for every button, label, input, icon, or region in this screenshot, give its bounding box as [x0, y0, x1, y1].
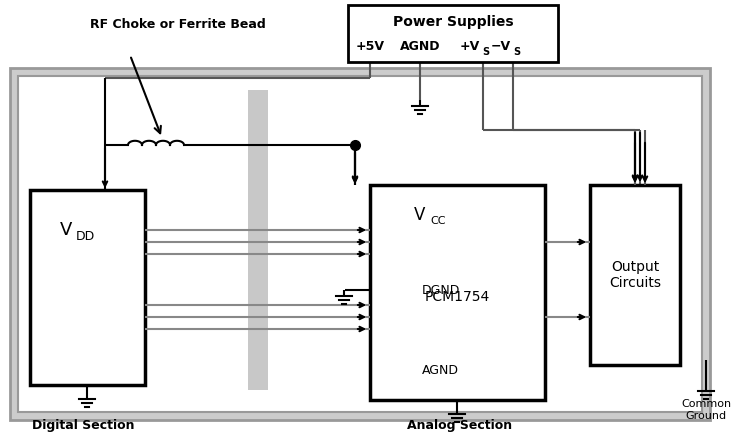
Text: Output
Circuits: Output Circuits [609, 260, 661, 290]
Text: PCM1754: PCM1754 [424, 290, 490, 304]
Text: Power Supplies: Power Supplies [393, 15, 514, 29]
Bar [590, 185, 680, 365]
Text: RF Choke or Ferrite Bead: RF Choke or Ferrite Bead [90, 18, 266, 31]
Text: −V: −V [491, 41, 511, 53]
Bar [10, 68, 710, 420]
Bar [248, 90, 268, 390]
Text: Digital Section: Digital Section [32, 419, 134, 431]
Text: V: V [60, 221, 72, 239]
Text: +5V: +5V [355, 41, 385, 53]
Text: V: V [414, 206, 425, 224]
Bar [370, 185, 545, 400]
Bar [18, 76, 702, 412]
Bar [10, 68, 710, 420]
Bar [18, 76, 702, 412]
Text: DGND: DGND [422, 284, 460, 296]
Bar [30, 190, 145, 385]
Text: DD: DD [75, 229, 95, 243]
Text: S: S [482, 47, 490, 57]
Text: CC: CC [430, 216, 445, 226]
Text: AGND: AGND [422, 364, 459, 377]
Bar [348, 5, 558, 62]
Text: Analog Section: Analog Section [408, 419, 513, 431]
Text: +V: +V [460, 41, 480, 53]
Text: Common
Ground: Common Ground [681, 399, 731, 421]
Text: S: S [514, 47, 520, 57]
Text: AGND: AGND [400, 41, 440, 53]
